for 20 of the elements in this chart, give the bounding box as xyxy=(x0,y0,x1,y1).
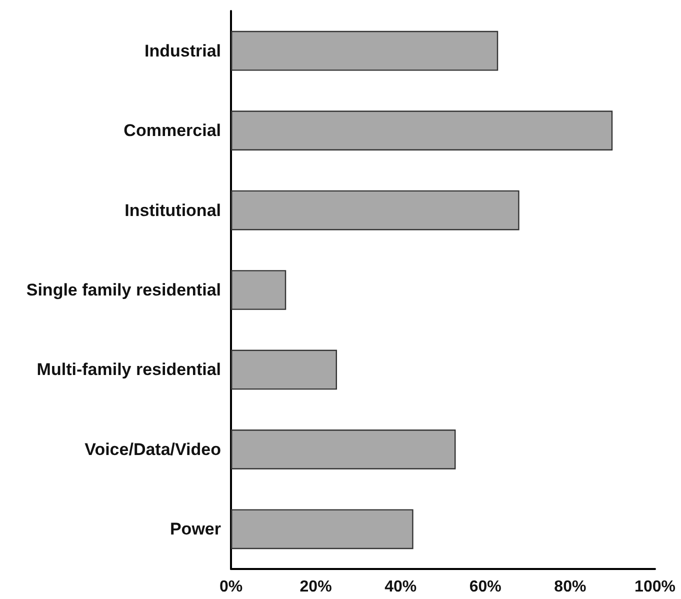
bar xyxy=(231,509,414,550)
x-tick-label: 60% xyxy=(469,578,502,596)
x-tick-label: 100% xyxy=(634,578,676,596)
bar xyxy=(231,190,520,230)
bar xyxy=(231,270,286,310)
bar xyxy=(231,110,613,150)
x-tick-label: 40% xyxy=(384,578,417,596)
x-tick-label: 20% xyxy=(300,578,332,596)
bar xyxy=(231,430,456,470)
y-tick-label: Power xyxy=(170,520,222,539)
y-tick-label: Industrial xyxy=(144,41,221,60)
y-tick-label: Single family residential xyxy=(26,280,221,300)
x-tick-label: 80% xyxy=(554,578,586,596)
x-tick-label: 0% xyxy=(219,578,243,596)
bar xyxy=(231,30,498,71)
bar xyxy=(231,350,337,390)
y-tick-label: Voice/Data/Video xyxy=(84,440,221,459)
y-tick-label: Commercial xyxy=(124,121,221,140)
y-tick-label: Multi-family residential xyxy=(36,360,221,380)
y-tick-label: Institutional xyxy=(124,200,221,220)
